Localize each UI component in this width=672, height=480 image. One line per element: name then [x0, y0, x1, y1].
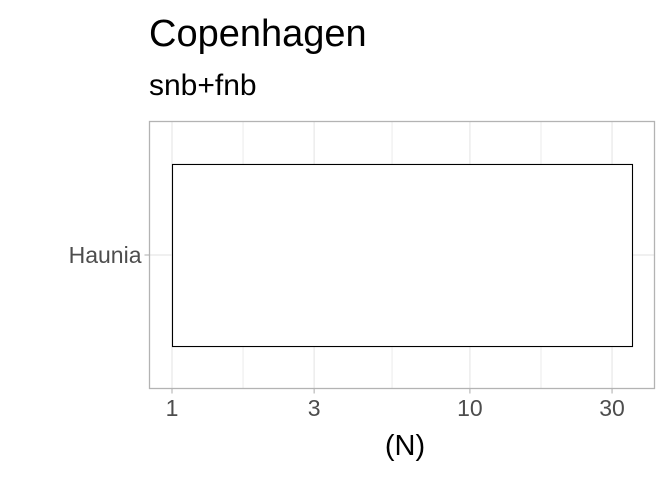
x-axis-title: (N): [385, 430, 425, 462]
x-tick-label: 30: [599, 395, 625, 421]
x-tick-label: 10: [457, 395, 483, 421]
y-tick-label: Haunia: [69, 242, 142, 268]
bar-haunia: [171, 163, 634, 348]
chart-title: Copenhagen: [149, 13, 367, 55]
y-axis-ticks: Haunia: [69, 242, 150, 268]
bars: [171, 163, 634, 348]
x-tick-label: 1: [166, 395, 179, 421]
x-tick-label: 3: [308, 395, 321, 421]
x-axis-ticks: 1 3 10 30: [166, 388, 625, 421]
chart-subtitle: snb+fnb: [149, 69, 257, 102]
